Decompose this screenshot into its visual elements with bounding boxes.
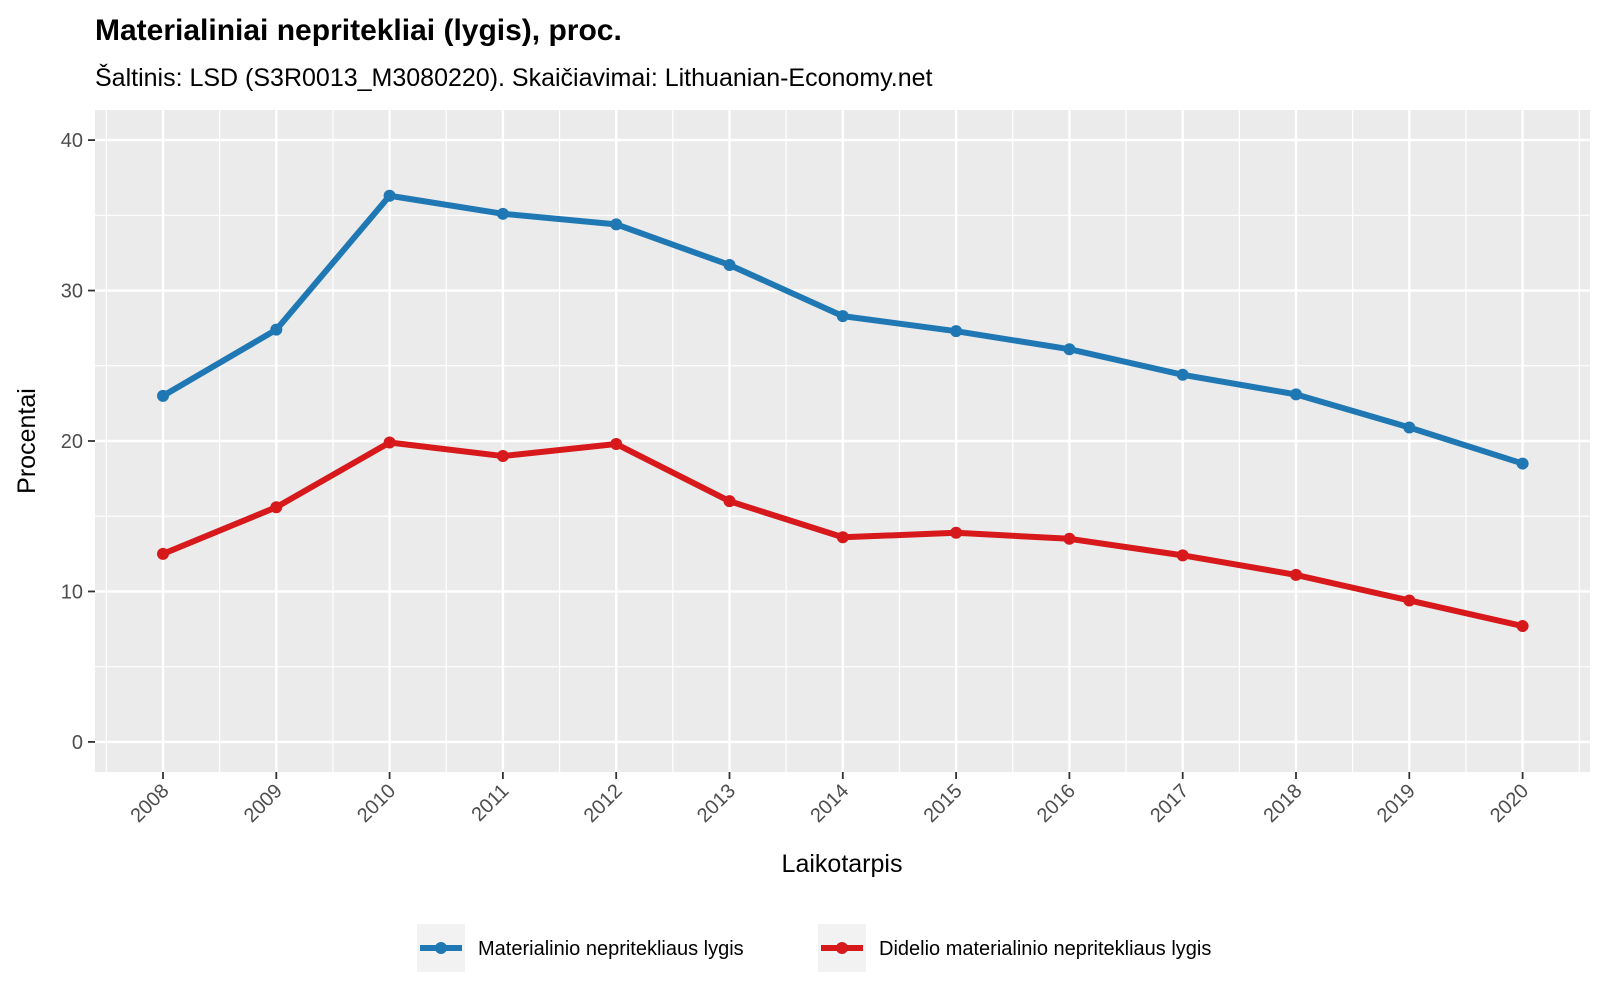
y-tick-label: 0 [72,732,83,754]
data-point [950,325,963,338]
x-tick-label: 2014 [806,780,853,827]
x-tick-label: 2012 [580,780,627,827]
legend: Materialinio nepritekliaus lygis Didelio … [417,924,1211,972]
data-point [1516,620,1529,633]
x-axis: 2008 2009 2010 2011 2012 2013 2014 2015 2016 2017… [127,772,1533,827]
x-tick-label: 2011 [467,780,513,826]
legend-label: Didelio materialinio nepritekliaus lygis [879,938,1211,960]
x-tick-label: 2019 [1373,780,1420,827]
y-tick-label: 30 [61,281,83,303]
legend-key [417,924,465,972]
data-point [383,189,396,202]
x-tick-label: 2020 [1486,780,1533,827]
x-tick-label: 2016 [1033,780,1080,827]
y-axis: 0 10 20 30 40 [61,130,95,754]
y-axis-title: Procentai [13,388,41,494]
x-tick-label: 2010 [353,780,400,827]
data-point [1290,568,1302,581]
data-point [1403,421,1416,434]
data-point [383,436,396,449]
data-point [1403,594,1416,607]
data-point [950,526,963,539]
x-tick-label: 2013 [693,780,740,827]
chart-subtitle: Šaltinis: LSD (S3R0013_M3080220). Skaiči… [95,63,933,92]
data-point [1516,457,1529,470]
data-point [610,438,623,451]
data-point [610,218,623,231]
x-tick-label: 2015 [920,780,967,827]
data-point [496,207,509,220]
data-point [270,501,283,514]
legend-key [818,924,866,972]
data-point [1063,343,1076,356]
series-layer [157,189,1529,633]
legend-item: Materialinio nepritekliaus lygis [417,924,744,972]
x-tick-label: 2009 [240,780,287,827]
data-point [836,310,849,323]
data-point [723,495,736,508]
data-point [1176,368,1189,381]
data-point [836,531,849,544]
legend-item: Didelio materialinio nepritekliaus lygis [818,924,1211,972]
y-tick-label: 40 [61,130,83,152]
data-point [270,323,283,336]
data-point [157,389,169,402]
x-axis-title: Laikotarpis [782,850,903,878]
chart-title: Materialiniai nepritekliai (lygis), proc… [95,14,622,47]
y-tick-label: 10 [61,581,83,603]
data-point [1063,532,1076,545]
x-tick-label: 2018 [1260,780,1307,827]
data-point [1176,549,1189,562]
x-tick-label: 2008 [127,780,174,827]
legend-label: Materialinio nepritekliaus lygis [478,938,744,960]
x-tick-label: 2017 [1146,780,1193,827]
data-point [1290,388,1302,401]
data-point [723,258,736,271]
data-point [157,547,169,560]
y-tick-label: 20 [61,431,83,453]
data-point [496,450,509,463]
